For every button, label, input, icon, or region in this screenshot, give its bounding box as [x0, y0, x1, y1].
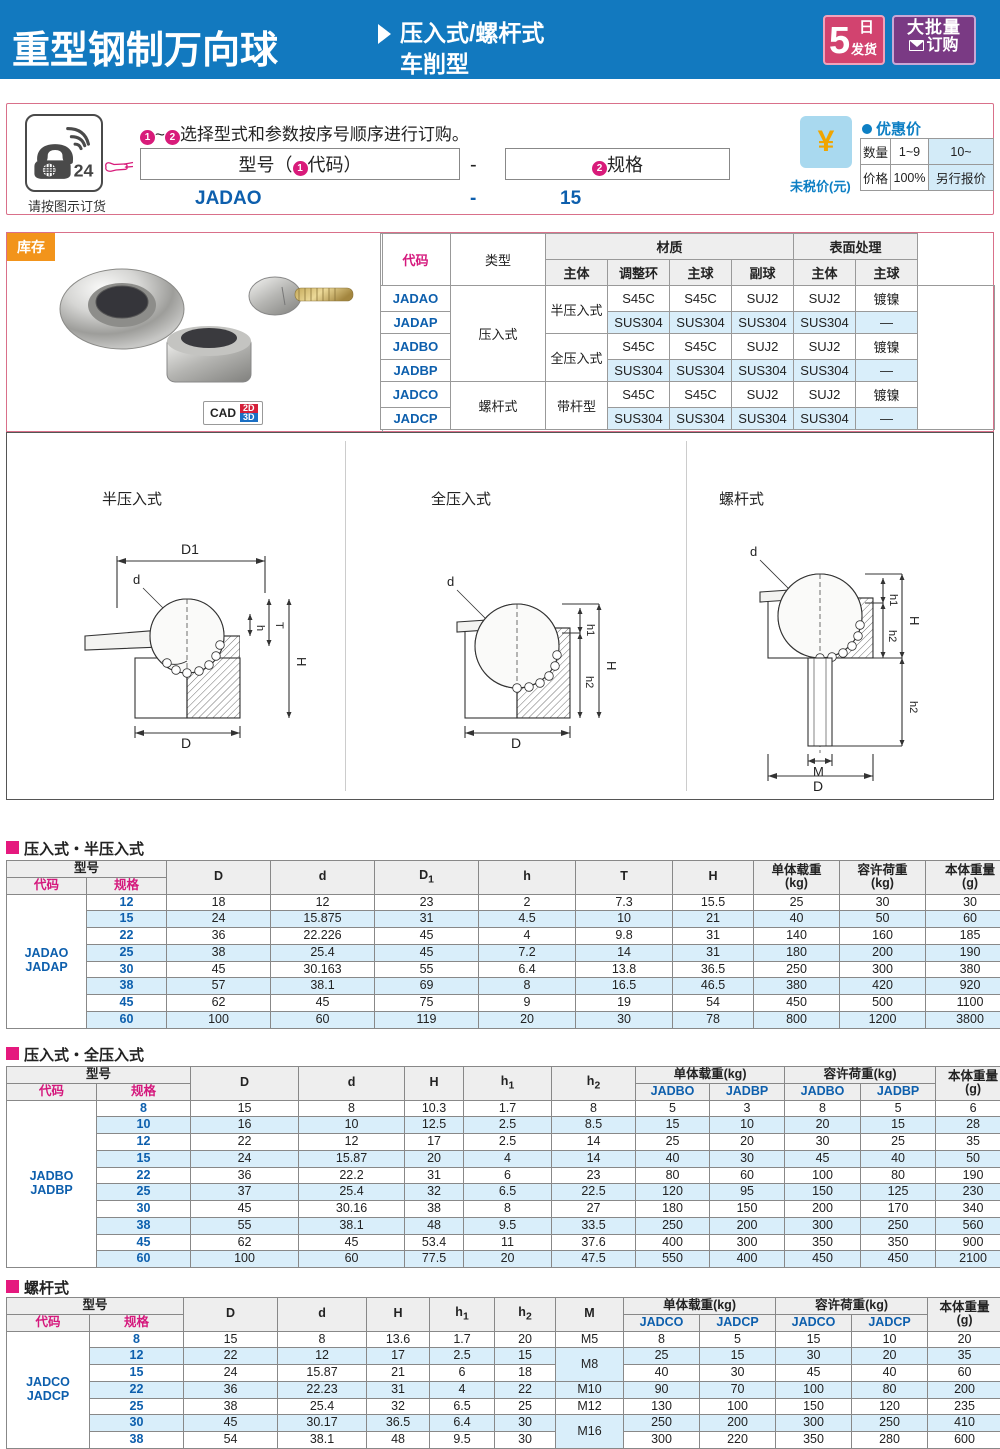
svg-text:H: H — [294, 657, 309, 666]
svg-text:H: H — [907, 616, 922, 625]
svg-text:D1: D1 — [181, 541, 199, 557]
svg-text:d: d — [447, 574, 454, 589]
svg-text:D: D — [813, 778, 823, 793]
svg-text:M: M — [813, 764, 824, 779]
svg-text:h2: h2 — [583, 676, 595, 688]
svg-text:h: h — [254, 625, 266, 631]
svg-text:h1: h1 — [584, 624, 596, 636]
svg-text:T: T — [273, 622, 285, 629]
svg-text:h2: h2 — [886, 630, 898, 642]
svg-text:H: H — [604, 661, 619, 670]
svg-text:h2: h2 — [907, 701, 919, 713]
svg-text:24: 24 — [74, 161, 94, 181]
svg-text:h1: h1 — [887, 594, 899, 606]
svg-text:¥: ¥ — [818, 125, 835, 158]
svg-text:d: d — [750, 544, 757, 559]
svg-text:d: d — [133, 572, 140, 587]
svg-text:D: D — [181, 735, 191, 751]
svg-text:D: D — [511, 735, 521, 751]
